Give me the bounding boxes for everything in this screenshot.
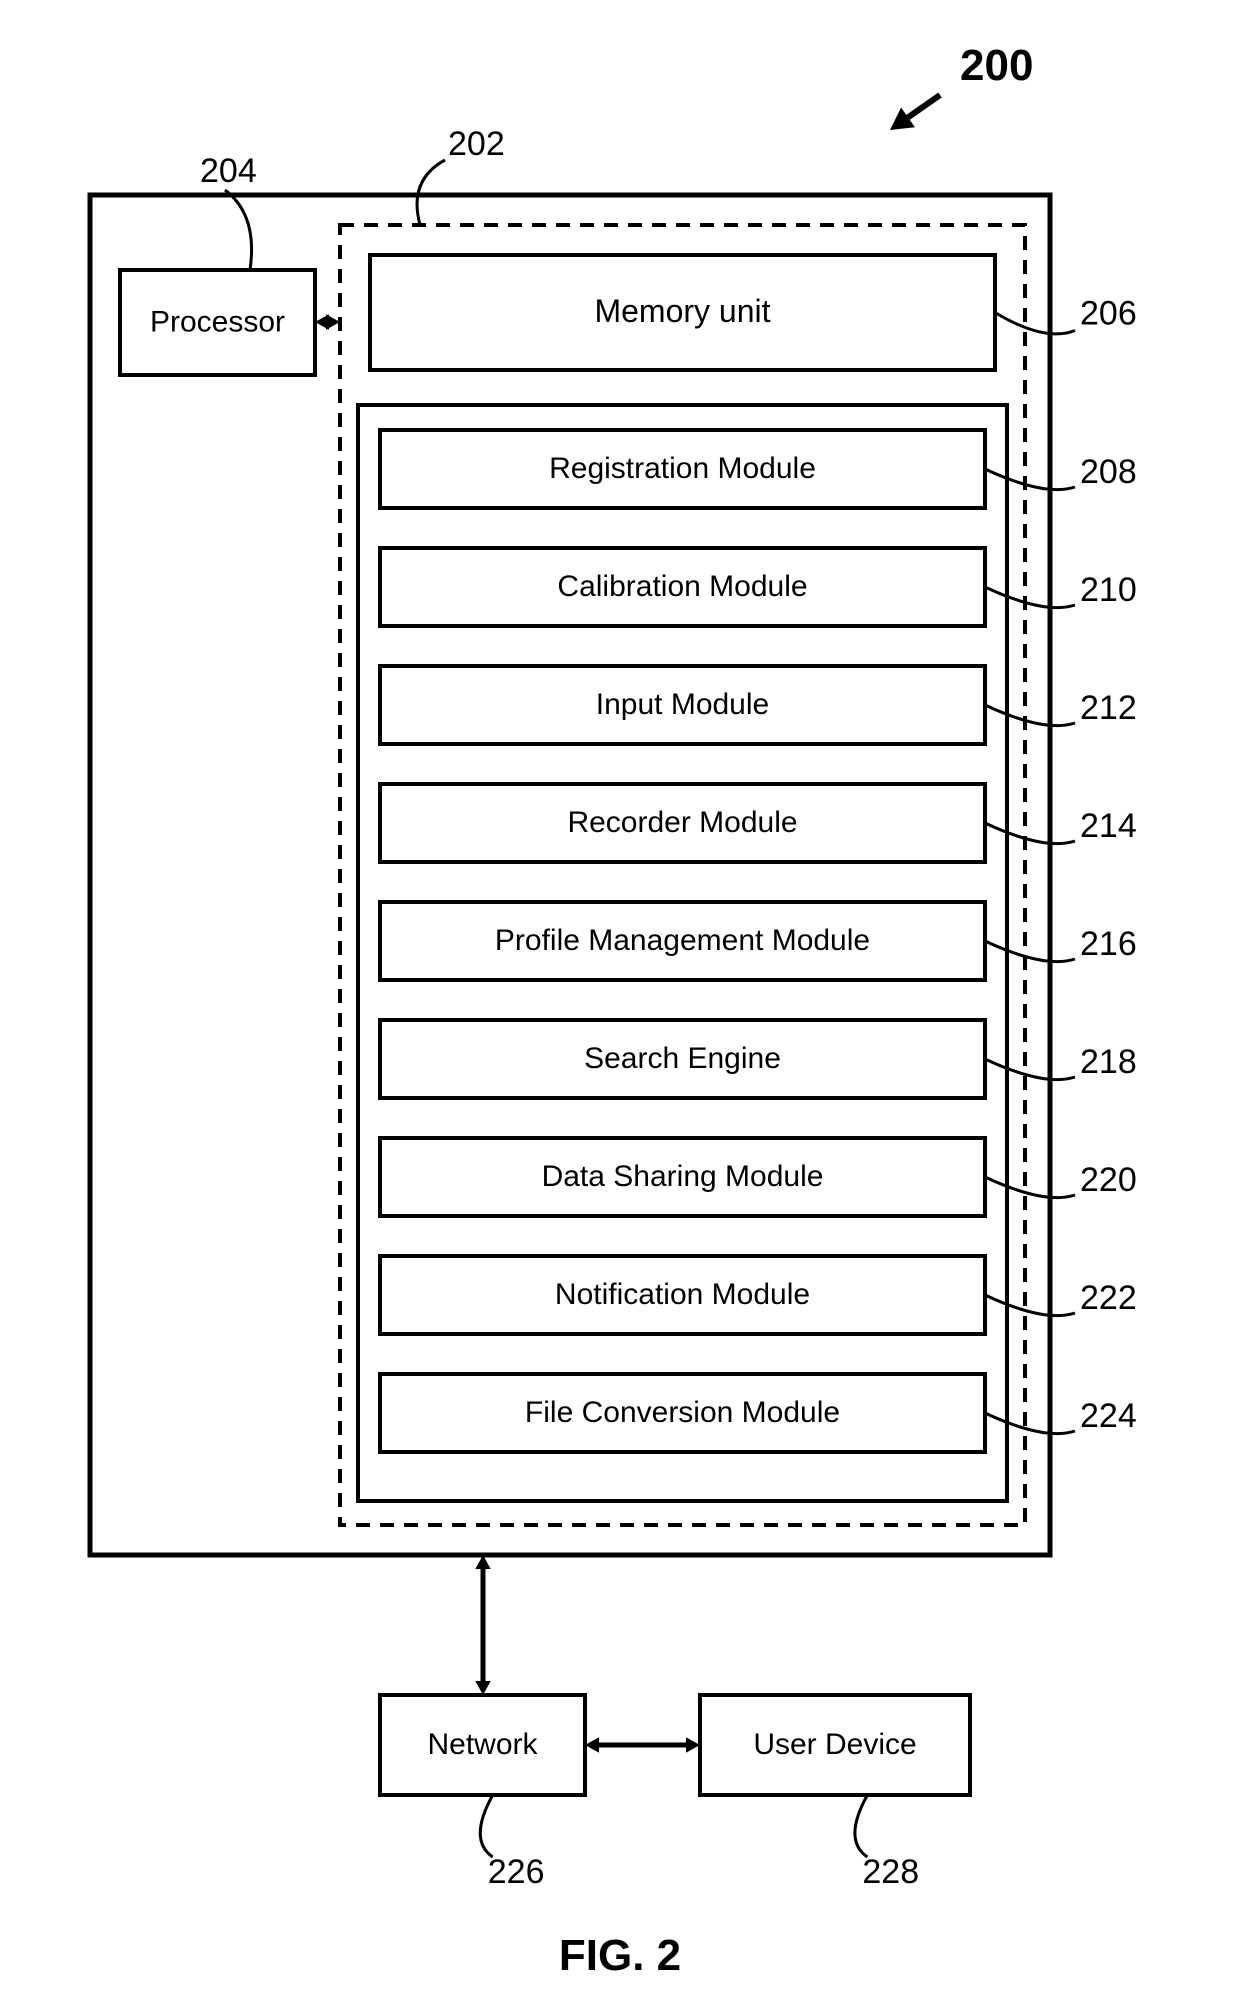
svg-text:212: 212 [1080, 689, 1137, 727]
svg-text:204: 204 [200, 152, 257, 190]
svg-text:200: 200 [960, 41, 1033, 90]
svg-text:220: 220 [1080, 1161, 1137, 1199]
svg-text:Data Sharing Module: Data Sharing Module [542, 1160, 824, 1193]
svg-text:Calibration Module: Calibration Module [557, 570, 807, 603]
svg-text:Processor: Processor [150, 305, 285, 338]
svg-text:Search Engine: Search Engine [584, 1042, 781, 1075]
svg-text:206: 206 [1080, 295, 1137, 333]
svg-text:Network: Network [427, 1728, 538, 1761]
svg-text:File Conversion Module: File Conversion Module [525, 1396, 840, 1429]
svg-text:222: 222 [1080, 1279, 1137, 1317]
svg-text:Notification Module: Notification Module [555, 1278, 810, 1311]
svg-text:218: 218 [1080, 1043, 1137, 1081]
svg-text:Memory unit: Memory unit [594, 293, 770, 329]
svg-text:Input Module: Input Module [596, 688, 769, 721]
svg-text:Recorder Module: Recorder Module [567, 806, 797, 839]
svg-text:Profile Management Module: Profile Management Module [495, 924, 870, 957]
svg-text:214: 214 [1080, 807, 1137, 845]
svg-text:User Device: User Device [753, 1728, 916, 1761]
svg-text:Registration Module: Registration Module [549, 452, 816, 485]
svg-text:216: 216 [1080, 925, 1137, 963]
svg-text:224: 224 [1080, 1397, 1137, 1435]
svg-text:226: 226 [488, 1853, 545, 1891]
svg-text:210: 210 [1080, 571, 1137, 609]
svg-text:228: 228 [862, 1853, 919, 1891]
svg-text:208: 208 [1080, 453, 1137, 491]
svg-text:FIG. 2: FIG. 2 [559, 1931, 681, 1980]
svg-text:202: 202 [448, 125, 505, 163]
